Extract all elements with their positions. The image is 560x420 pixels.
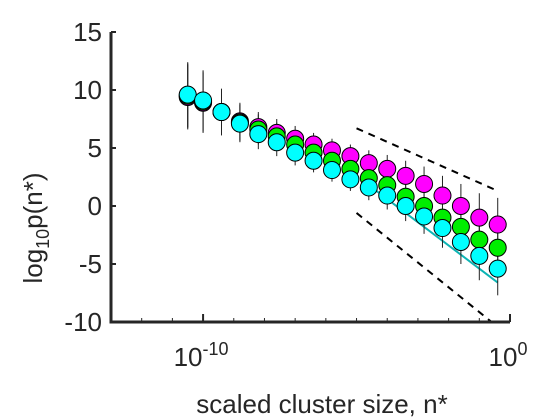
y-tick-label-5: 5 (88, 133, 102, 163)
data-point-s1-15 (433, 186, 452, 205)
data-point-s1-16 (451, 197, 470, 215)
data-point-s3-7 (286, 143, 305, 162)
y-axis-label-tail: p(n*) (18, 172, 48, 228)
data-points (178, 85, 507, 278)
y-axis-label-main: log (18, 249, 48, 284)
data-point-s1-13 (396, 166, 415, 185)
x-tick-label-base: 10 (174, 342, 203, 372)
y-tick-label-0: 0 (88, 191, 102, 221)
x-tick-label-base: 10 (489, 342, 518, 372)
data-point-s3-6 (267, 133, 286, 152)
data-point-s1-11 (359, 154, 378, 173)
x-tick-label-exponent: 0 (517, 339, 527, 359)
data-point-s3-15 (433, 219, 452, 238)
data-point-s3-5 (249, 125, 268, 144)
data-point-s2-18 (488, 238, 507, 257)
x-axis-label: scaled cluster size, n* (196, 389, 447, 419)
data-point-s3-8 (304, 151, 323, 170)
data-point-s2-17 (470, 230, 489, 249)
x-tick-label--10: 10-10 (174, 339, 229, 372)
data-point-s3-16 (451, 232, 470, 251)
data-point-s3-14 (415, 207, 434, 226)
x-tick-label-exponent: -10 (203, 339, 229, 359)
data-point-s3-18 (488, 259, 507, 278)
reference-slope-line-2 (355, 212, 493, 323)
y-tick-label-15: 15 (73, 17, 102, 47)
data-point-s1-14 (415, 174, 434, 193)
data-point-s1-18 (488, 215, 507, 234)
data-point-s3-10 (341, 170, 360, 189)
y-tick-label--10: -10 (64, 307, 102, 337)
data-point-s3-13 (396, 197, 415, 215)
x-tick-label-0: 100 (489, 339, 528, 372)
data-point-s3-11 (359, 178, 378, 197)
y-tick-label--5: -5 (79, 249, 102, 279)
data-point-s3-17 (470, 246, 489, 265)
y-axis-label-subscript: 10 (33, 229, 53, 249)
data-point-s3-2 (194, 91, 213, 110)
y-axis-label: log10p(n*) (18, 172, 53, 283)
y-tick-label-10: 10 (73, 75, 102, 105)
data-point-s1-12 (378, 159, 397, 178)
data-point-s3-12 (378, 186, 397, 205)
data-point-s3-9 (322, 161, 341, 180)
data-point-s3-1 (178, 85, 197, 104)
data-point-s2-16 (451, 217, 470, 236)
data-point-s3-4 (230, 114, 249, 133)
data-point-s3-3 (212, 103, 231, 122)
data-point-s1-17 (470, 208, 489, 227)
